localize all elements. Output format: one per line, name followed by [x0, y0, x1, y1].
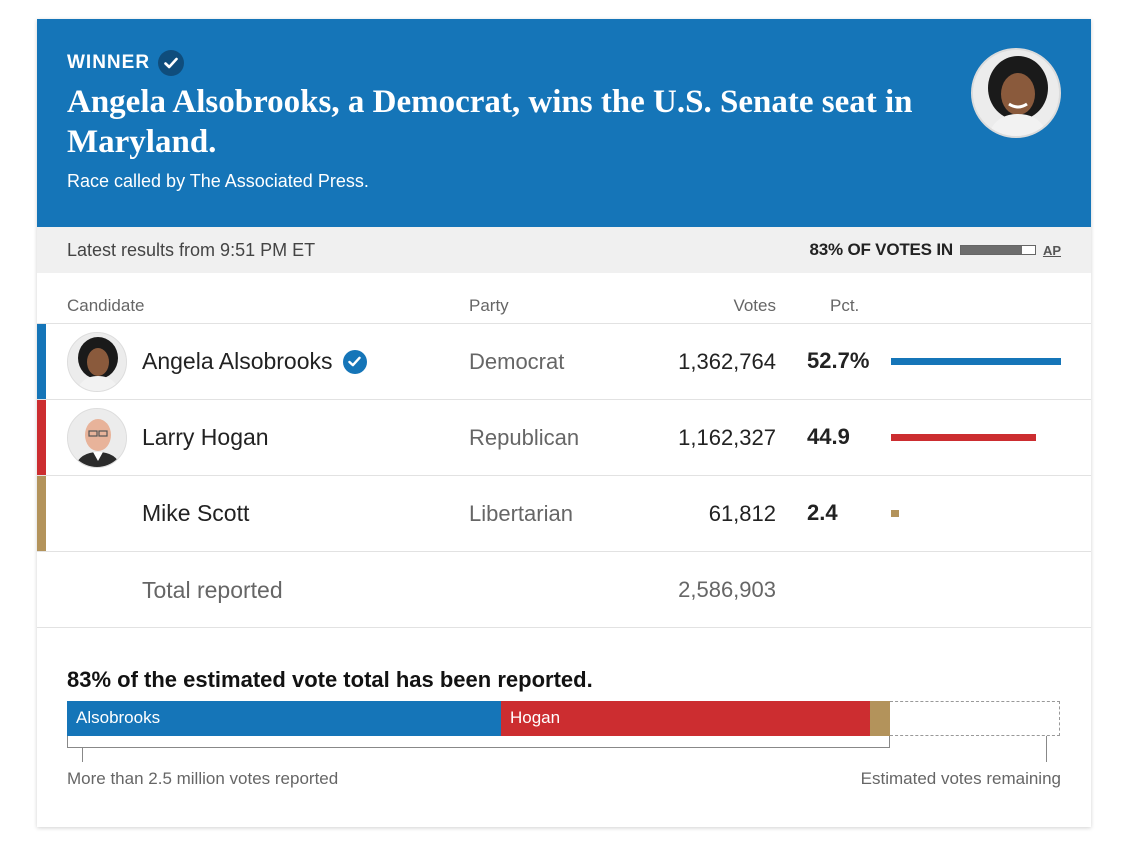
candidate-name: Angela Alsobrooks	[142, 348, 367, 375]
checkmark-icon	[158, 50, 185, 76]
candidate-name: Mike Scott	[142, 500, 249, 527]
candidate-votes: 61,812	[708, 501, 776, 526]
candidate-avatar	[67, 332, 127, 392]
reported-summary: 83% of the estimated vote total has been…	[67, 667, 593, 692]
candidate-name-text: Larry Hogan	[142, 424, 269, 450]
reported-bracket	[67, 736, 890, 748]
reported-tick	[82, 748, 83, 762]
vote-share-segment: Alsobrooks	[67, 701, 501, 736]
results-card: WINNER Angela Alsobrooks, a Democrat, wi…	[37, 19, 1091, 827]
reported-caption: More than 2.5 million votes reported	[67, 769, 339, 788]
votes-in-progress-bar	[959, 245, 1036, 255]
divider	[37, 323, 1091, 324]
latest-results-time: Latest results from 9:51 PM ET	[67, 240, 316, 260]
party-stripe	[37, 324, 46, 400]
pct-bar	[891, 358, 1061, 365]
header-candidate: Candidate	[67, 296, 145, 315]
winner-banner: WINNER Angela Alsobrooks, a Democrat, wi…	[37, 19, 1091, 227]
header-votes: Votes	[733, 296, 776, 315]
vote-share-segment: Hogan	[501, 701, 870, 736]
candidate-party: Republican	[469, 425, 580, 450]
candidate-name: Larry Hogan	[142, 424, 269, 451]
race-called-note: Race called by The Associated Press.	[67, 171, 369, 191]
winner-label: WINNER	[67, 52, 151, 73]
vote-share-stacked-bar: Alsobrooks Hogan	[67, 701, 1060, 736]
headline: Angela Alsobrooks, a Democrat, wins the …	[67, 84, 913, 160]
winner-check-icon	[342, 349, 367, 374]
votes-in-progress-fill	[960, 246, 1023, 254]
winner-portrait	[971, 48, 1061, 138]
divider	[37, 551, 1091, 552]
table-row: Angela Alsobrooks Democrat 1,362,764 52.…	[37, 324, 1091, 400]
candidate-name-text: Angela Alsobrooks	[142, 348, 333, 374]
candidate-votes: 1,162,327	[678, 425, 776, 450]
table-row: Mike Scott Libertarian 61,812 2.4	[37, 476, 1091, 552]
total-row: Total reported 2,586,903	[37, 552, 1091, 628]
vote-share-segment	[870, 701, 890, 736]
remaining-caption: Estimated votes remaining	[860, 769, 1061, 788]
total-votes: 2,586,903	[678, 577, 776, 602]
remaining-tick	[1046, 736, 1047, 762]
candidate-name-text: Mike Scott	[142, 500, 250, 526]
header-pct: Pct.	[830, 296, 860, 315]
party-stripe	[37, 476, 46, 552]
party-stripe	[37, 400, 46, 476]
candidate-pct: 2.4	[807, 500, 838, 525]
candidate-pct: 44.9	[807, 424, 850, 449]
results-meta-bar: Latest results from 9:51 PM ET 83% OF VO…	[37, 227, 1091, 273]
candidate-votes: 1,362,764	[678, 349, 776, 374]
table-row: Larry Hogan Republican 1,162,327 44.9	[37, 400, 1091, 476]
total-label: Total reported	[142, 577, 283, 603]
votes-in-label: 83% OF VOTES IN	[809, 240, 954, 259]
candidate-avatar	[67, 408, 127, 468]
divider	[37, 627, 1091, 628]
ap-source-link[interactable]: AP	[1042, 242, 1061, 258]
pct-bar	[891, 510, 899, 517]
divider	[37, 475, 1091, 476]
votes-in-indicator: 83% OF VOTES IN AP	[810, 240, 1062, 260]
header-party: Party	[469, 296, 509, 315]
pct-bar	[891, 434, 1036, 441]
candidate-party: Democrat	[469, 349, 565, 374]
candidate-pct: 52.7%	[807, 348, 870, 373]
remaining-votes-segment	[890, 701, 1060, 736]
winner-row: WINNER	[67, 50, 185, 76]
divider	[37, 399, 1091, 400]
candidate-party: Libertarian	[469, 501, 573, 526]
